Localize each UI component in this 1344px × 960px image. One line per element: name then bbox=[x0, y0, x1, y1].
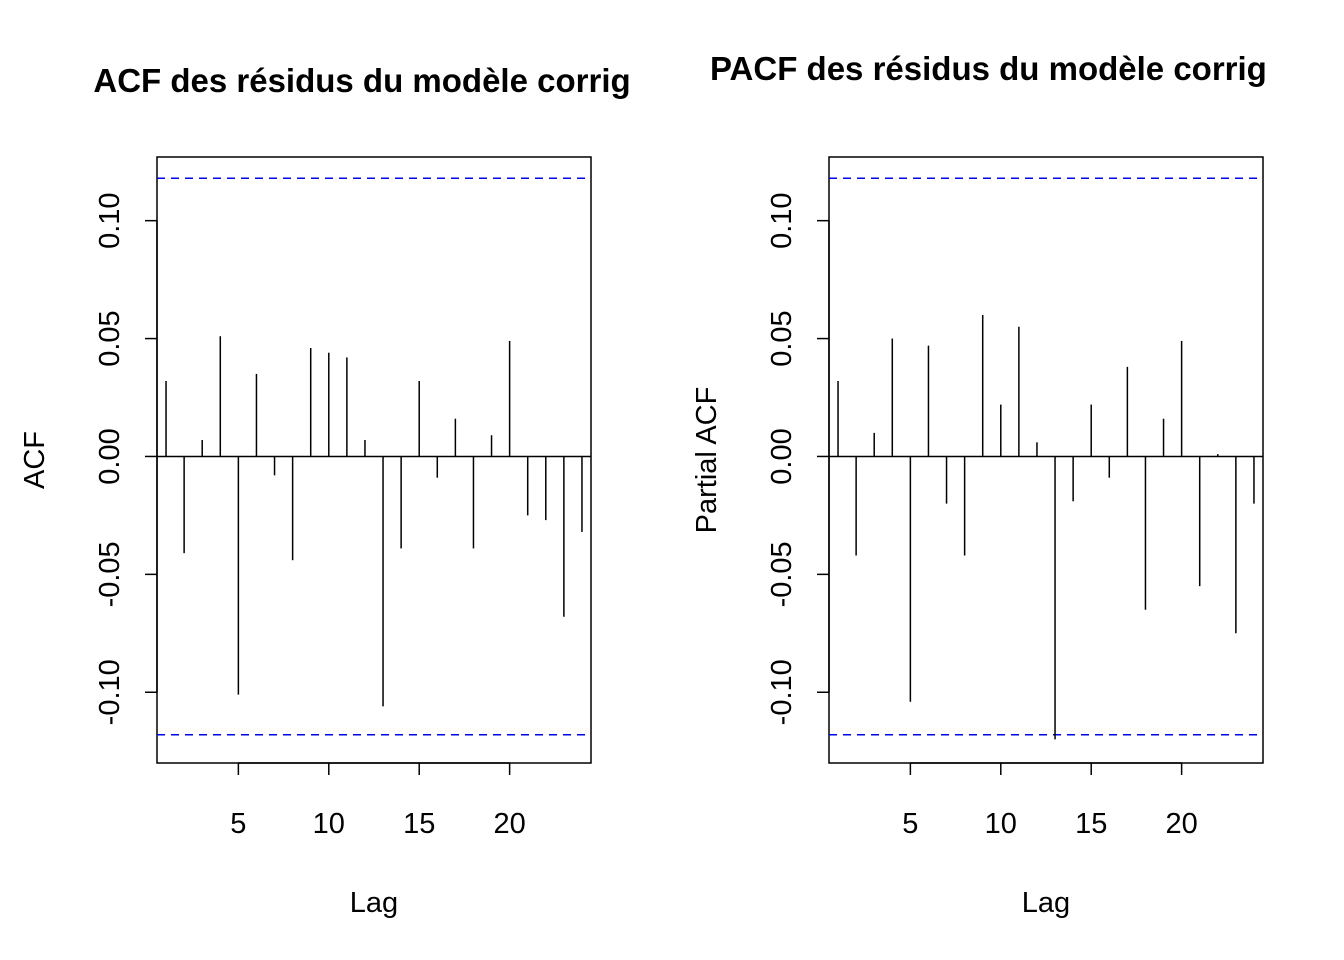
chart-title: ACF des résidus du modèle corrig bbox=[93, 62, 630, 99]
y-axis-label: ACF bbox=[19, 431, 51, 489]
y-tick-label: 0.10 bbox=[766, 192, 798, 248]
x-tick-label: 15 bbox=[403, 808, 435, 840]
y-tick-label: -0.05 bbox=[766, 541, 798, 607]
plot-frame bbox=[156, 156, 592, 764]
y-tick-label: 0.00 bbox=[94, 428, 126, 484]
x-tick-label: 10 bbox=[313, 808, 345, 840]
y-tick-label: 0.05 bbox=[766, 310, 798, 366]
y-tick-label: 0.10 bbox=[94, 192, 126, 248]
x-tick-label: 5 bbox=[230, 808, 246, 840]
x-axis-label: Lag bbox=[1022, 887, 1070, 919]
chart-title: PACF des résidus du modèle corrig bbox=[710, 50, 1267, 87]
x-tick-label: 20 bbox=[1165, 808, 1197, 840]
pacf-panel: PACF des résidus du modèle corrig -0.10 -0… bbox=[691, 50, 1267, 919]
x-tick-label: 10 bbox=[985, 808, 1017, 840]
y-tick-label: -0.10 bbox=[766, 659, 798, 725]
x-tick-label: 5 bbox=[902, 808, 918, 840]
y-tick-label: -0.10 bbox=[94, 659, 126, 725]
y-tick-label: -0.05 bbox=[94, 541, 126, 607]
x-tick-label: 20 bbox=[493, 808, 525, 840]
y-tick-label: 0.05 bbox=[94, 310, 126, 366]
x-tick-label: 15 bbox=[1075, 808, 1107, 840]
acf-panel: ACF des résidus du modèle corrig -0.10 -0.… bbox=[19, 62, 631, 919]
y-tick-label: 0.00 bbox=[766, 428, 798, 484]
x-axis-label: Lag bbox=[350, 887, 398, 919]
y-axis-label: Partial ACF bbox=[691, 387, 723, 534]
plot-frame bbox=[828, 156, 1264, 764]
